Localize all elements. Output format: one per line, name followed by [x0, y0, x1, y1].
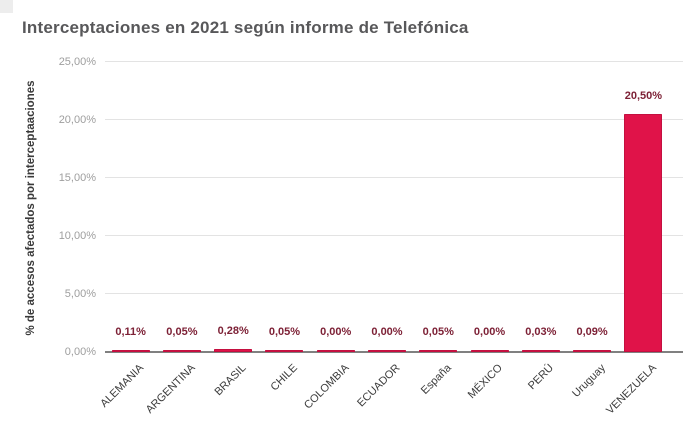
y-tick-label: 5,00%	[64, 288, 96, 300]
x-axis-label: CHILE	[268, 362, 300, 394]
bar-méxico	[470, 350, 509, 352]
bar-value-label: 0,00%	[320, 326, 352, 338]
x-axis-label: MÉXICO	[465, 362, 506, 402]
x-axis-label: Uruguay	[569, 362, 608, 400]
bar-alemania	[111, 350, 150, 352]
bar-brasil	[214, 348, 253, 352]
y-tick-label: 20,00%	[58, 114, 96, 126]
x-axis-label: España	[418, 362, 454, 397]
y-tick-label: 0,00%	[64, 346, 96, 358]
bar-uruguay	[573, 350, 612, 352]
corner-artifact	[0, 0, 13, 13]
bar-value-label: 0,03%	[525, 326, 557, 338]
x-axis-label: BRASIL	[212, 362, 249, 399]
x-axis-label: ARGENTINA	[143, 362, 198, 416]
y-tick-label: 10,00%	[58, 230, 96, 242]
gridline	[105, 235, 683, 236]
x-axis-label: PERÚ	[526, 362, 557, 393]
bar-value-label: 0,09%	[576, 326, 608, 338]
bar-value-label: 0,05%	[268, 326, 301, 338]
chart-title: Interceptaciones en 2021 según informe d…	[22, 18, 469, 37]
y-tick-label: 25,00%	[58, 56, 96, 68]
x-axis-label: ECUADOR	[355, 362, 403, 410]
bar-venezuela	[624, 114, 663, 352]
bar-value-label: 0,05%	[422, 326, 454, 338]
gridline	[105, 293, 683, 294]
x-axis-label: COLOMBIA	[301, 362, 352, 412]
x-axis-label: ALEMANIA	[98, 362, 147, 410]
bar-españa	[419, 350, 458, 352]
bar-argentina	[162, 350, 201, 352]
bar-value-label: 0,28%	[217, 324, 249, 337]
x-axis-label: VENEZUELA	[604, 362, 659, 417]
bar-value-label: 0,00%	[371, 326, 403, 338]
bar-value-label: 0,11%	[115, 326, 146, 338]
gridline	[105, 61, 683, 62]
gridline	[105, 177, 683, 178]
bar-ecuador	[368, 350, 406, 352]
y-tick-label: 15,00%	[58, 172, 96, 184]
bar-colombia	[316, 350, 355, 352]
gridline	[105, 119, 683, 120]
x-axis-baseline	[105, 351, 683, 353]
bar-value-label: 0,05%	[166, 326, 198, 338]
bar-chile	[265, 350, 304, 352]
bar-value-label: 0,00%	[473, 326, 506, 338]
plot-area: 0,11% ALEMANIA 0,05% ARGENTINA 0,28% BRASIL 0,…	[98, 61, 683, 417]
bar-value-label: 20,50%	[624, 90, 663, 103]
bar-perú	[521, 350, 560, 352]
